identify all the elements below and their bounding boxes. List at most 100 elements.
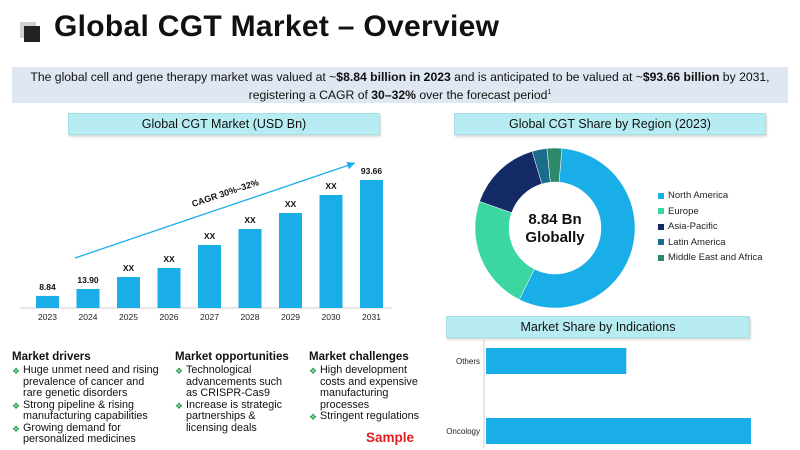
list-item: ❖ Strong pipeline & rising manufacturing c… <box>12 399 159 423</box>
list-item-line: prevalence of cancer and <box>23 375 145 388</box>
bar-label-2031: 93.66 <box>361 166 383 176</box>
indication-chart-header: Market Share by Indications <box>446 316 750 338</box>
list-item-line: Increase is strategic <box>186 398 283 411</box>
legend-swatch <box>658 223 664 230</box>
donut-center-line2: Globally <box>525 229 585 246</box>
tick-label-2024: 2024 <box>79 312 98 322</box>
list-item-line: Technological <box>186 364 252 376</box>
slice-europe <box>474 201 535 300</box>
list-item: ❖ Huge unmet need and rising prevalence of… <box>12 364 159 400</box>
bullet-icon: ❖ <box>12 400 21 411</box>
summary-text-1: The global cell and gene therapy market … <box>30 70 337 84</box>
bar-label-2025: XX <box>123 263 135 273</box>
bar-label-2024: 13.90 <box>77 275 99 285</box>
list-item: ❖ High development costs and expensive manu… <box>309 364 419 411</box>
legend-item: North America <box>658 188 763 204</box>
sample-watermark: Sample <box>366 430 415 445</box>
tick-label-2028: 2028 <box>241 312 260 322</box>
list-item-line: Growing demand for <box>23 421 121 434</box>
summary-bold-2: $93.66 billion <box>642 70 720 84</box>
list-item-line: costs and expensive <box>320 375 418 388</box>
legend-item: Europe <box>658 204 763 220</box>
summary-banner: The global cell and gene therapy market … <box>12 67 788 103</box>
hbar-label-others: Others <box>456 357 480 366</box>
list-item: ❖ Growing demand for personalized medicine… <box>12 421 159 446</box>
region-chart-header: Global CGT Share by Region (2023) <box>454 113 766 135</box>
hbar-oncology <box>486 418 751 444</box>
challenges-list: ❖ High development costs and expensive manu… <box>309 364 420 423</box>
list-item-line: manufacturing capabilities <box>23 410 148 422</box>
tick-label-2023: 2023 <box>38 312 57 322</box>
bar-label-2027: XX <box>204 231 216 241</box>
title-square-icon <box>24 26 40 42</box>
bar-2027 <box>198 245 221 308</box>
legend-label: Middle East and Africa <box>668 252 763 264</box>
list-item-line: Stringent regulations <box>320 410 420 422</box>
bar-2029 <box>279 213 302 308</box>
list-item: ❖ Technological advancements such as CRISPR… <box>175 364 283 400</box>
bar-2025 <box>117 277 140 308</box>
bar-2024 <box>76 289 100 308</box>
bar-label-2029: XX <box>285 199 297 209</box>
tick-label-2031: 2031 <box>362 312 381 322</box>
summary-bold-1: $8.84 billion in 2023 <box>336 70 451 84</box>
list-item-line: rare genetic disorders <box>23 387 128 399</box>
opportunities-list: ❖ Technological advancements such as CRISPR… <box>175 364 283 434</box>
hbar-others <box>486 348 627 374</box>
bullet-icon: ❖ <box>12 366 21 376</box>
legend-item: Latin America <box>658 235 763 251</box>
summary-bold-3: 30–32% <box>371 88 416 103</box>
list-item-line: High development <box>320 364 408 376</box>
list-item-line: Huge unmet need and rising <box>23 364 159 376</box>
bullet-icon: ❖ <box>12 423 21 434</box>
list-item-line: advancements such <box>186 375 283 388</box>
list-item-line: processes <box>320 398 370 411</box>
legend-label: Latin America <box>668 236 726 248</box>
summary-footnote: 1 <box>547 89 552 96</box>
bar-2030 <box>319 195 343 308</box>
market-chart-header: Global CGT Market (USD Bn) <box>68 113 380 135</box>
bar-label-2030: XX <box>325 181 337 191</box>
cagr-arrow <box>74 161 356 259</box>
legend-label: Asia-Pacific <box>668 221 718 233</box>
challenges-title: Market challenges <box>309 351 409 363</box>
bar-2026 <box>157 268 181 308</box>
list-item-line: manufacturing <box>320 387 389 399</box>
donut-center-line1: 8.84 Bn <box>528 211 581 228</box>
bullet-icon: ❖ <box>175 400 184 411</box>
legend-item: Middle East and Africa <box>658 250 763 266</box>
legend-swatch <box>658 208 664 215</box>
slice-middle-east-and-africa <box>546 147 563 183</box>
bullet-icon: ❖ <box>309 366 318 376</box>
cagr-label: CAGR 30%–32% <box>190 177 260 209</box>
legend-label: North America <box>668 190 729 202</box>
list-item-line: partnerships & <box>186 410 256 422</box>
region-legend: North America Europe Asia-Pacific Latin Ame… <box>658 188 763 266</box>
hbar-label-oncology: Oncology <box>446 427 480 436</box>
summary-text-3: by 2031, registering a CAGR of <box>248 70 770 103</box>
legend-swatch <box>658 239 664 246</box>
tick-label-2025: 2025 <box>119 312 138 322</box>
bar-label-2026: XX <box>163 254 175 264</box>
summary-text-2: and is anticipated to be valued at ~ <box>450 70 643 84</box>
legend-swatch <box>658 254 664 261</box>
page-title: Global CGT Market – Overview <box>54 10 500 43</box>
legend-item: Asia-Pacific <box>658 219 763 235</box>
list-item-line: personalized medicines <box>23 433 136 445</box>
list-item: ❖ Stringent regulations <box>309 410 420 423</box>
drivers-title: Market drivers <box>12 351 91 363</box>
market-bar-chart: 8.84 2023 13.90 2024 XX 2025 XX 2026 XX 2027 XX 202… <box>20 161 392 322</box>
drivers-list: ❖ Huge unmet need and rising prevalence of… <box>12 364 159 446</box>
bar-2031 <box>360 180 383 308</box>
bullet-icon: ❖ <box>309 412 318 422</box>
bar-label-2028: XX <box>244 215 256 225</box>
tick-label-2027: 2027 <box>200 312 219 322</box>
slice-asia-pacific <box>479 151 543 214</box>
legend-label: Europe <box>668 205 699 217</box>
bar-2023 <box>36 295 59 308</box>
bullet-icon: ❖ <box>175 366 184 376</box>
summary-text-4: over the forecast period <box>416 88 548 103</box>
bar-2028 <box>238 229 262 308</box>
bar-label-2023: 8.84 <box>39 282 56 292</box>
list-item-line: as CRISPR-Cas9 <box>186 387 270 399</box>
